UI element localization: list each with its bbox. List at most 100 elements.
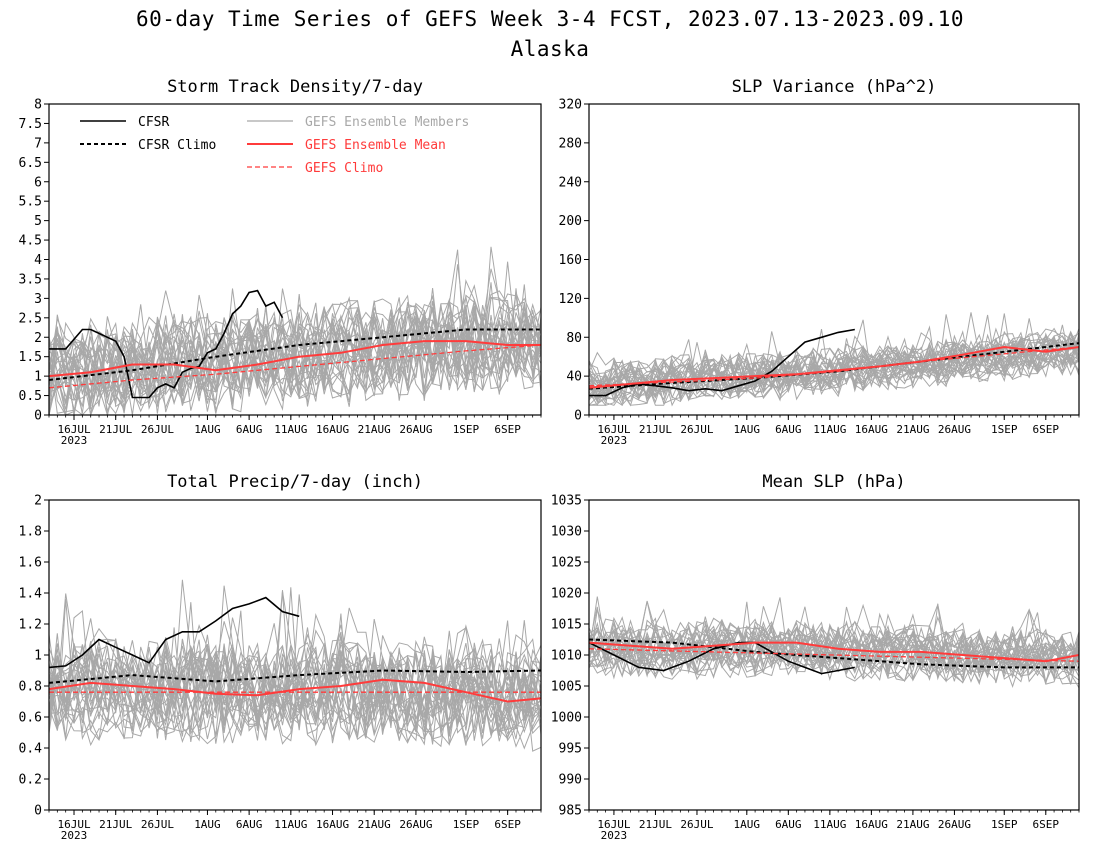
x-tick-label: 26AUG — [938, 423, 971, 436]
legend-gefs-climo-label: GEFS Climo — [305, 161, 383, 176]
legend-cfsr-climo-label: CFSR Climo — [138, 138, 216, 153]
ensemble-member-line — [49, 654, 541, 742]
x-tick-label: 21AUG — [358, 423, 391, 436]
y-tick-label: 995 — [559, 742, 582, 757]
y-tick-label: 0.5 — [19, 389, 42, 404]
legend-ens-mean-label: GEFS Ensemble Mean — [305, 138, 446, 153]
y-tick-label: 1.5 — [19, 350, 42, 365]
x-tick-label: 21JUL — [99, 423, 132, 436]
y-tick-label: 40 — [566, 370, 582, 385]
x-tick-label: 1SEP — [453, 423, 480, 436]
x-tick-label: 1AUG — [194, 423, 221, 436]
x-tick-label: 16JUL — [597, 423, 630, 436]
y-tick-label: 1020 — [551, 587, 582, 602]
series-gefs-ensemble-mean — [589, 641, 1079, 663]
x-tick-label: 6AUG — [775, 423, 802, 436]
x-tick-label: 1AUG — [734, 423, 761, 436]
y-tick-label: 6 — [34, 175, 42, 190]
y-tick-label: 8 — [34, 98, 42, 113]
y-tick-label: 80 — [566, 331, 582, 346]
ensemble-member-line — [49, 312, 541, 415]
x-tick-label: 21JUL — [639, 423, 672, 436]
y-tick-label: 1015 — [551, 618, 582, 633]
x-tick-label: 1AUG — [734, 818, 761, 831]
x-tick-label: 26JUL — [141, 423, 174, 436]
y-tick-label: 280 — [559, 136, 582, 151]
panel-title: Storm Track Density/7-day — [167, 77, 423, 97]
y-tick-label: 3 — [34, 292, 42, 307]
y-tick-label: 1000 — [551, 711, 582, 726]
y-tick-label: 1030 — [551, 525, 582, 540]
data-layer — [49, 246, 541, 415]
y-tick-label: 2 — [34, 494, 42, 509]
x-year-label: 2023 — [61, 829, 88, 842]
x-tick-label: 21JUL — [99, 818, 132, 831]
data-layer — [49, 579, 541, 752]
ensemble-member-line — [49, 627, 541, 747]
ensemble-member-line — [49, 634, 541, 752]
ensemble-member-line — [49, 645, 541, 736]
y-tick-label: 5 — [34, 214, 42, 229]
x-tick-label: 6SEP — [494, 818, 521, 831]
x-tick-label: 26AUG — [399, 423, 432, 436]
x-tick-label: 6SEP — [1033, 818, 1060, 831]
figure-title: 60-day Time Series of GEFS Week 3-4 FCST… — [135, 7, 964, 31]
x-tick-label: 16JUL — [57, 423, 90, 436]
y-tick-label: 0.8 — [19, 680, 42, 695]
y-tick-label: 200 — [559, 214, 582, 229]
y-tick-label: 1 — [34, 370, 42, 385]
x-tick-label: 6AUG — [236, 423, 263, 436]
series-gefs-climo — [49, 344, 541, 389]
y-tick-label: 240 — [559, 175, 582, 190]
x-tick-label: 6SEP — [494, 423, 521, 436]
y-tick-label: 0 — [34, 409, 42, 424]
chart-panel-3: Total Precip/7-day (inch) 0 0.2 0.4 0.6 0.8 11… — [19, 472, 542, 842]
ensemble-member-line — [49, 296, 541, 408]
ensemble-member-line — [49, 288, 541, 398]
y-tick-label: 985 — [559, 804, 582, 819]
legend-cfsr-label: CFSR — [138, 115, 169, 130]
ensemble-member-line — [589, 604, 1079, 675]
x-tick-label: 11AUG — [274, 818, 307, 831]
x-tick-label: 16AUG — [855, 423, 888, 436]
chart-legend: CFSR CFSR Climo GEFS Ensemble Members GEFS … — [80, 115, 469, 176]
y-tick-label: 990 — [559, 773, 582, 788]
figure-subtitle: Alaska — [510, 37, 590, 61]
panel-title: Total Precip/7-day (inch) — [167, 472, 423, 492]
x-tick-label: 6SEP — [1033, 423, 1060, 436]
legend-members-label: GEFS Ensemble Members — [305, 115, 469, 130]
ensemble-member-line — [49, 656, 541, 740]
x-tick-label: 16AUG — [855, 818, 888, 831]
y-tick-label: 6.5 — [19, 156, 42, 171]
series-gefs-ensemble-mean — [589, 345, 1079, 389]
figure-title-block: 60-day Time Series of GEFS Week 3-4 FCST… — [0, 4, 1100, 64]
y-tick-label: 0.2 — [19, 773, 42, 788]
ensemble-member-line — [49, 602, 541, 730]
y-tick-label: 1010 — [551, 649, 582, 664]
data-layer — [589, 596, 1079, 689]
y-tick-label: 160 — [559, 253, 582, 268]
y-tick-label: 4.5 — [19, 234, 42, 249]
ensemble-member-line — [49, 587, 541, 731]
y-tick-label: 1.6 — [19, 556, 42, 571]
y-tick-label: 0 — [34, 804, 42, 819]
series-gefs-climo — [589, 346, 1079, 387]
y-tick-label: 5.5 — [19, 195, 42, 210]
series-cfsr-climo — [49, 328, 541, 381]
ensemble-member-line — [49, 313, 541, 415]
series-cfsr-climo — [589, 638, 1079, 669]
ensemble-member-line — [589, 339, 1079, 406]
y-tick-label: 0.4 — [19, 742, 43, 757]
chart-panel-4: Mean SLP (hPa) 985 990 995 1000 1005 1010 1015 1… — [551, 472, 1080, 842]
y-tick-label: 1025 — [551, 556, 582, 571]
x-tick-label: 26AUG — [399, 818, 432, 831]
x-tick-label: 26AUG — [938, 818, 971, 831]
x-tick-label: 26JUL — [141, 818, 174, 831]
y-tick-label: 120 — [559, 292, 582, 307]
ensemble-member-line — [49, 610, 541, 734]
x-tick-label: 21AUG — [358, 818, 391, 831]
y-tick-label: 0.6 — [19, 711, 42, 726]
series-cfsr — [49, 289, 284, 399]
y-tick-label: 1.4 — [19, 587, 43, 602]
x-tick-label: 11AUG — [813, 818, 846, 831]
